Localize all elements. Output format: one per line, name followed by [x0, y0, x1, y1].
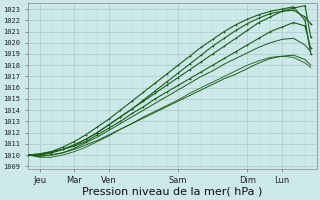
X-axis label: Pression niveau de la mer( hPa ): Pression niveau de la mer( hPa ) — [82, 187, 262, 197]
